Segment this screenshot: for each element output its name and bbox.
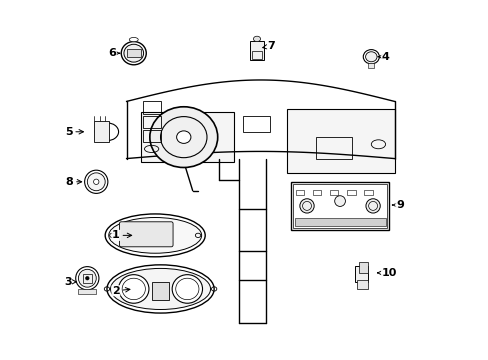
Bar	[142, 102, 160, 114]
Bar	[151, 282, 169, 300]
Ellipse shape	[334, 196, 345, 206]
Ellipse shape	[87, 173, 105, 191]
Bar	[142, 130, 160, 143]
Ellipse shape	[299, 199, 313, 213]
Ellipse shape	[85, 276, 89, 280]
Bar	[329, 190, 338, 195]
Ellipse shape	[149, 107, 217, 167]
Bar	[141, 112, 233, 162]
Bar	[315, 137, 351, 158]
FancyBboxPatch shape	[119, 222, 173, 247]
Ellipse shape	[118, 275, 149, 303]
Ellipse shape	[76, 267, 99, 290]
Ellipse shape	[365, 199, 380, 213]
Bar	[249, 41, 264, 60]
Bar	[295, 190, 304, 195]
Bar	[142, 116, 160, 128]
Bar	[364, 190, 372, 195]
Text: 8: 8	[65, 177, 81, 187]
Text: 6: 6	[108, 48, 120, 58]
Bar	[287, 109, 394, 173]
Text: 2: 2	[112, 286, 130, 296]
Ellipse shape	[121, 41, 146, 65]
Ellipse shape	[129, 37, 138, 42]
Ellipse shape	[176, 131, 190, 143]
Ellipse shape	[160, 117, 206, 158]
Ellipse shape	[172, 275, 202, 303]
Bar	[367, 63, 373, 68]
Bar	[126, 49, 141, 58]
Bar	[290, 182, 388, 230]
Ellipse shape	[93, 179, 99, 184]
Ellipse shape	[84, 170, 108, 193]
Bar	[78, 289, 96, 294]
Text: 7: 7	[262, 41, 275, 51]
Ellipse shape	[110, 269, 210, 310]
Bar	[94, 121, 108, 143]
Bar	[346, 190, 355, 195]
Text: 1: 1	[112, 230, 131, 240]
Bar	[354, 266, 367, 282]
Ellipse shape	[365, 52, 376, 62]
Text: 9: 9	[392, 200, 403, 210]
Bar	[242, 116, 269, 132]
Ellipse shape	[95, 123, 118, 141]
Ellipse shape	[108, 217, 201, 253]
Text: 10: 10	[377, 268, 396, 278]
Ellipse shape	[107, 265, 214, 313]
Ellipse shape	[78, 269, 96, 287]
Text: 5: 5	[65, 127, 83, 137]
Bar	[358, 262, 367, 273]
Ellipse shape	[105, 214, 205, 257]
Text: 3: 3	[64, 277, 76, 287]
Ellipse shape	[253, 36, 260, 41]
Bar	[356, 280, 367, 289]
Bar	[251, 51, 262, 59]
Ellipse shape	[363, 50, 379, 64]
Bar	[83, 274, 91, 283]
Text: 4: 4	[377, 52, 389, 62]
Ellipse shape	[123, 44, 143, 62]
Bar	[294, 217, 385, 226]
Bar	[312, 190, 321, 195]
Bar	[292, 184, 386, 228]
